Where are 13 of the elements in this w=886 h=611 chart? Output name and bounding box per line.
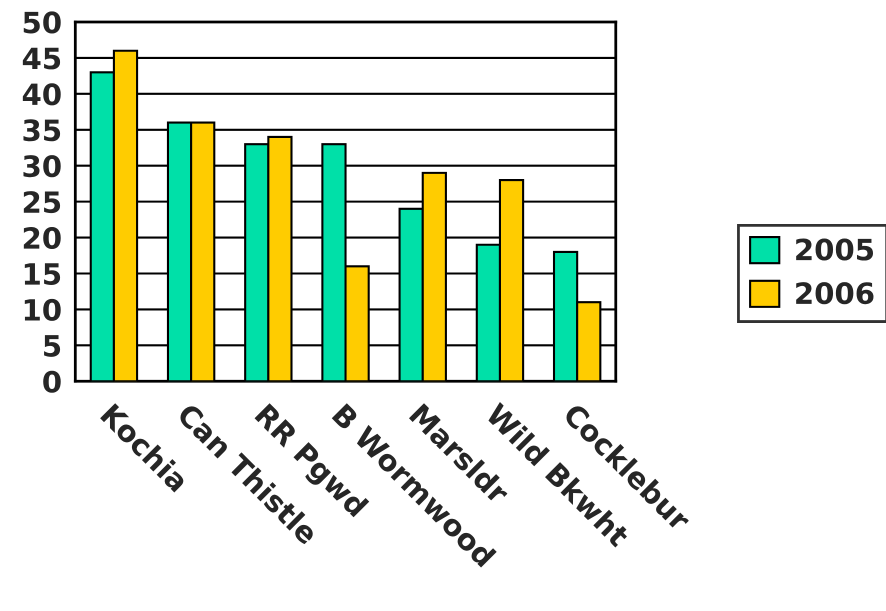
y-tick-label: 35: [23, 119, 60, 142]
y-tick-label: 50: [24, 11, 61, 34]
legend-label: 2005: [796, 238, 873, 261]
y-tick-label: 40: [22, 83, 61, 106]
y-tick-label: 10: [24, 298, 61, 321]
y-tick-label: 15: [24, 263, 60, 285]
y-tick-label: 25: [24, 191, 60, 214]
legend-label: 2006: [796, 282, 874, 304]
y-tick-label: 45: [22, 48, 60, 70]
y-tick-label: 30: [23, 155, 61, 178]
y-tick-label: 5: [44, 335, 60, 357]
y-tick-label: 20: [24, 226, 61, 250]
y-tick-label: 0: [43, 370, 61, 393]
